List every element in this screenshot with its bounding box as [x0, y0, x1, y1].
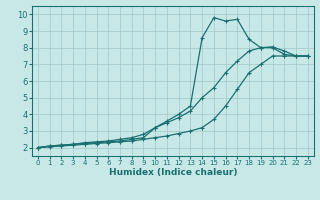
- X-axis label: Humidex (Indice chaleur): Humidex (Indice chaleur): [108, 168, 237, 177]
